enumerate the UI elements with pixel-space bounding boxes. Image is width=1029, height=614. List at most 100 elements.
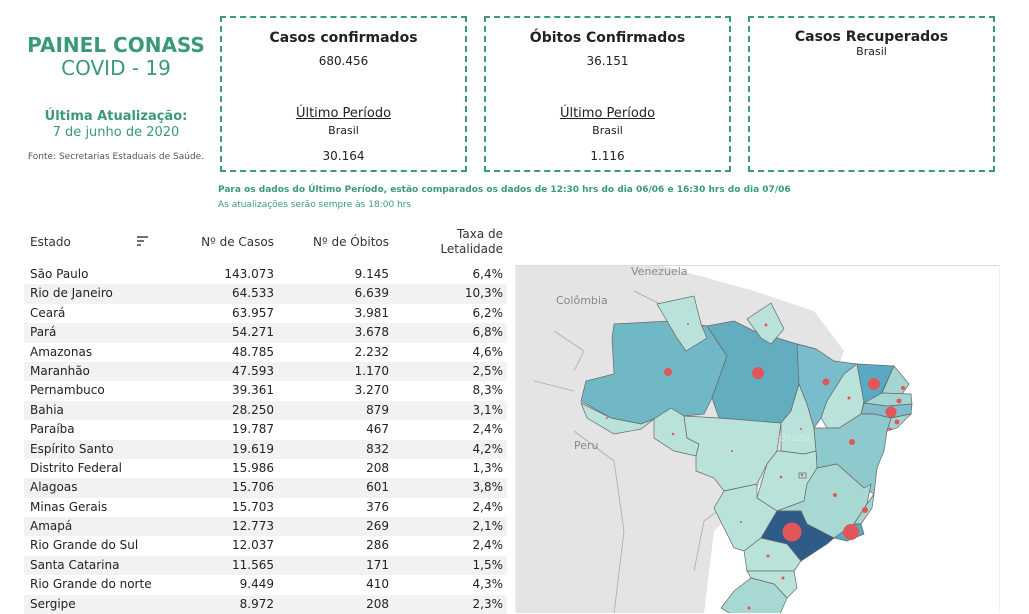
card-title: Óbitos Confirmados xyxy=(529,30,686,46)
case-bubble[interactable] xyxy=(901,386,905,390)
cell-rate: 2,5% xyxy=(472,363,504,378)
cell-deaths: 3.981 xyxy=(354,305,389,320)
table-row[interactable]: Alagoas 15.706 601 3,8% xyxy=(24,478,507,498)
card-period-label: Último Período xyxy=(559,106,656,121)
case-bubble[interactable] xyxy=(849,439,855,445)
last-update-date: 7 de junho de 2020 xyxy=(52,125,180,140)
table-row[interactable]: São Paulo 143.073 9.145 6,4% xyxy=(24,265,507,284)
case-bubble[interactable] xyxy=(847,396,851,400)
cell-rate: 8,3% xyxy=(472,383,504,398)
card-title: Casos confirmados xyxy=(269,30,418,46)
brazil-map[interactable]: Venezuela Colômbia Peru Brazil xyxy=(515,265,1000,613)
case-bubble[interactable] xyxy=(664,368,672,376)
header-deaths[interactable]: Nº de Óbitos xyxy=(313,235,389,249)
case-bubble[interactable] xyxy=(782,522,802,542)
table-row[interactable]: Distrito Federal 15.986 208 1,3% xyxy=(24,459,507,478)
case-bubble[interactable] xyxy=(888,427,892,431)
sort-icon[interactable] xyxy=(137,235,148,250)
table-row[interactable]: Amapá 12.773 269 2,1% xyxy=(24,517,507,537)
case-bubble[interactable] xyxy=(862,507,868,513)
table-row[interactable]: Rio de Janeiro 64.533 6.639 10,3% xyxy=(24,284,507,304)
table-row[interactable]: Maranhão 47.593 1.170 2,5% xyxy=(24,361,507,382)
cell-deaths: 601 xyxy=(366,480,389,495)
cell-deaths: 832 xyxy=(366,441,389,456)
case-bubble[interactable] xyxy=(885,406,897,418)
cell-state: Espírito Santo xyxy=(30,441,114,456)
recovered-cases-card: Casos Recuperados Brasil xyxy=(748,16,995,172)
header-rate-1[interactable]: Taxa de xyxy=(457,227,503,241)
cell-deaths: 171 xyxy=(366,557,389,572)
case-bubble[interactable] xyxy=(868,378,880,390)
cell-cases: 8.972 xyxy=(239,596,274,611)
cell-deaths: 286 xyxy=(366,538,389,553)
table-row[interactable]: Pará 54.271 3.678 6,8% xyxy=(24,323,507,343)
cell-deaths: 9.145 xyxy=(354,267,389,281)
state-amapa[interactable] xyxy=(746,302,785,345)
cell-rate: 1,5% xyxy=(472,557,504,572)
case-bubble[interactable] xyxy=(766,554,770,558)
cell-deaths: 376 xyxy=(366,499,389,514)
case-bubble[interactable] xyxy=(740,521,742,523)
cell-state: Alagoas xyxy=(30,480,78,495)
card-period-label: Último Período xyxy=(295,106,392,121)
cell-cases: 48.785 xyxy=(232,344,274,359)
cell-deaths: 269 xyxy=(366,519,389,534)
header-state[interactable]: Estado xyxy=(30,235,71,249)
cell-cases: 28.250 xyxy=(232,402,274,417)
cell-rate: 3,8% xyxy=(472,480,504,495)
table-row[interactable]: Ceará 63.957 3.981 6,2% xyxy=(24,304,507,323)
schedule-note: As atualizações serão sempre às 18:00 hr… xyxy=(218,200,412,210)
comparison-note: Para os dados do Último Período, estão c… xyxy=(218,185,791,195)
cell-state: Santa Catarina xyxy=(30,557,120,572)
state-rio-grande-do-sul[interactable] xyxy=(720,577,788,613)
cell-state: Rio Grande do norte xyxy=(30,577,152,592)
case-bubble[interactable] xyxy=(781,576,785,580)
cell-deaths: 208 xyxy=(366,460,389,475)
table-row[interactable]: Santa Catarina 11.565 171 1,5% xyxy=(24,555,507,576)
case-bubble[interactable] xyxy=(779,475,783,479)
table-row[interactable]: Rio Grande do norte 9.449 410 4,3% xyxy=(24,575,507,594)
country-borders xyxy=(533,290,745,613)
table-row[interactable]: Amazonas 48.785 2.232 4,6% xyxy=(24,343,507,362)
case-bubble[interactable] xyxy=(687,323,689,325)
state-acre[interactable] xyxy=(580,402,655,435)
table-row[interactable]: Rio Grande do Sul 12.037 286 2,4% xyxy=(24,536,507,555)
source-note: Fonte: Secretarias Estaduais de Saúde. xyxy=(27,152,205,162)
cell-cases: 63.957 xyxy=(232,305,274,320)
card-title: Casos Recuperados xyxy=(794,29,949,45)
cell-deaths: 879 xyxy=(366,402,389,417)
case-bubble[interactable] xyxy=(894,419,900,425)
table-row[interactable]: Minas Gerais 15.703 376 2,4% xyxy=(24,498,507,517)
table-row[interactable]: Bahia 28.250 879 3,1% xyxy=(24,400,507,421)
map-label-brazil: Brazil xyxy=(779,431,810,444)
state-roraima[interactable] xyxy=(656,295,708,352)
case-bubble[interactable] xyxy=(800,428,802,430)
table-row[interactable]: Sergipe 8.972 208 2,3% xyxy=(24,594,507,614)
header-cases[interactable]: Nº de Casos xyxy=(201,235,274,249)
table-row[interactable]: Pernambuco 39.361 3.270 8,3% xyxy=(24,381,507,400)
case-bubble[interactable] xyxy=(833,493,837,497)
case-bubble[interactable] xyxy=(896,398,902,404)
cell-rate: 2,4% xyxy=(472,422,504,437)
map-label-colombia: Colômbia xyxy=(556,294,608,307)
states-table: São Paulo 143.073 9.145 6,4% Rio de Janeiro 6… xyxy=(24,265,507,614)
card-region: Brasil xyxy=(328,124,359,137)
table-row[interactable]: Paraíba 19.787 467 2,4% xyxy=(24,420,507,439)
cell-cases: 19.787 xyxy=(232,422,274,437)
cell-rate: 6,8% xyxy=(472,325,504,340)
case-bubble[interactable] xyxy=(764,323,768,327)
cell-rate: 6,4% xyxy=(472,267,504,281)
cell-deaths: 6.639 xyxy=(354,286,389,301)
dashboard-subtitle: COVID - 19 xyxy=(61,56,171,80)
case-bubble[interactable] xyxy=(606,417,608,419)
case-bubble[interactable] xyxy=(752,367,764,379)
case-bubble[interactable] xyxy=(671,432,675,436)
case-bubble[interactable] xyxy=(747,606,751,610)
case-bubble[interactable] xyxy=(731,450,733,452)
table-row[interactable]: Espírito Santo 19.619 832 4,2% xyxy=(24,439,507,459)
case-bubble[interactable] xyxy=(843,524,859,540)
case-bubble[interactable] xyxy=(822,378,830,386)
case-bubble[interactable] xyxy=(800,473,804,477)
cell-state: Maranhão xyxy=(30,363,90,378)
cell-state: Amapá xyxy=(30,519,73,534)
